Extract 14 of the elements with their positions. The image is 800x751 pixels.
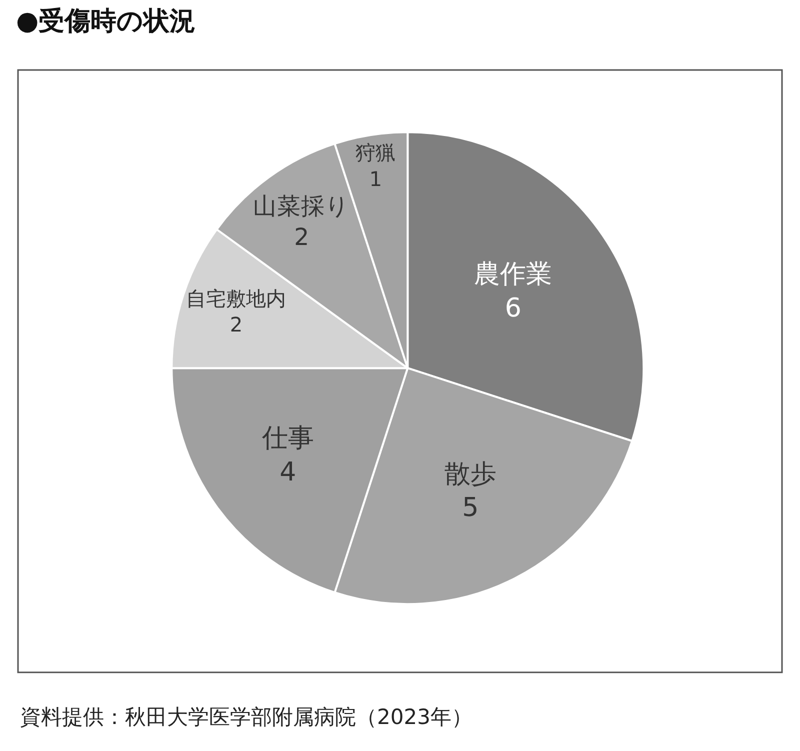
data-label: 5 — [462, 493, 479, 524]
data-label: 1 — [369, 166, 382, 191]
data-label: 6 — [504, 293, 522, 324]
data-label: 4 — [280, 457, 296, 488]
text: 資料提供：秋田大学医学部附属病院（2023年） — [20, 705, 472, 729]
slice-label: 狩猟 — [356, 140, 396, 165]
slice-label: 仕事 — [260, 424, 314, 454]
data-label: 2 — [230, 312, 243, 337]
slice-label: 農作業 — [474, 260, 552, 290]
slice-label: 山菜採り — [253, 192, 350, 220]
data-label: 2 — [294, 222, 310, 251]
slice-label: 自宅敷地内 — [186, 286, 286, 311]
chart-title: ●受傷時の状況 — [16, 6, 196, 36]
slice-label: 散歩 — [444, 459, 496, 490]
